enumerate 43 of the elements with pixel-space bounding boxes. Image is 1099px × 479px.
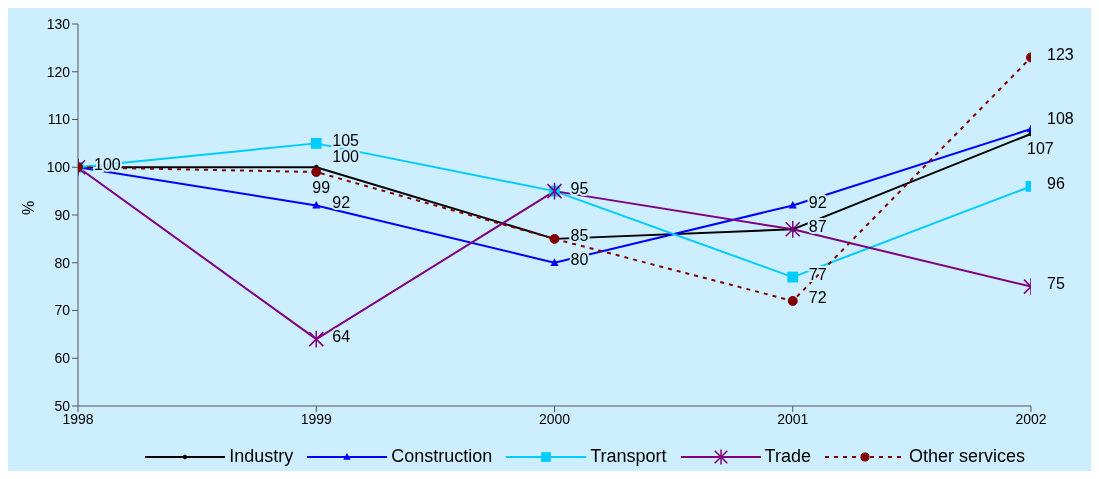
x-tick-label: 1999 (300, 410, 333, 427)
x-tick-label: 2000 (538, 410, 571, 427)
y-axis-title: % (19, 200, 37, 215)
point (311, 167, 322, 178)
data-label: 77 (808, 265, 827, 283)
y-tick-label: 60 (54, 350, 71, 367)
data-label: 92 (808, 193, 827, 211)
point (787, 271, 799, 283)
legend-label: Trade (764, 446, 811, 467)
legend-label: Industry (229, 446, 294, 467)
point (308, 330, 324, 349)
point (312, 200, 321, 209)
y-tick-label: 100 (46, 159, 71, 176)
data-label: 99 (312, 178, 331, 196)
data-label: 123 (1047, 45, 1074, 63)
legend-label: Transport (590, 446, 667, 467)
data-label: 95 (570, 179, 589, 197)
y-tick-label: 130 (46, 15, 71, 32)
legend-label: Construction (391, 446, 493, 467)
data-label: 108 (1047, 109, 1074, 127)
point (788, 200, 797, 209)
y-tick-label: 80 (54, 254, 71, 271)
y-tick-label: 70 (54, 302, 71, 319)
data-label: 64 (332, 327, 351, 345)
data-label: 96 (1047, 174, 1065, 192)
y-tick-label: 110 (47, 111, 71, 128)
point (785, 220, 801, 239)
y-tick-label: 90 (54, 206, 71, 223)
data-label: 105 (332, 131, 360, 149)
point (787, 295, 798, 306)
x-tick-label: 2002 (1015, 410, 1047, 427)
data-label: 92 (332, 193, 351, 211)
data-label: 72 (808, 289, 827, 307)
legend-label: Other services (908, 446, 1025, 467)
data-label: 75 (1047, 275, 1065, 293)
data-label: 107 (1027, 140, 1054, 158)
point (310, 137, 322, 149)
y-tick-label: 120 (46, 63, 71, 80)
x-tick-label: 2001 (777, 410, 809, 427)
point (546, 181, 563, 201)
data-label: 100 (332, 147, 360, 165)
data-label: 87 (808, 217, 827, 235)
point (550, 258, 559, 266)
